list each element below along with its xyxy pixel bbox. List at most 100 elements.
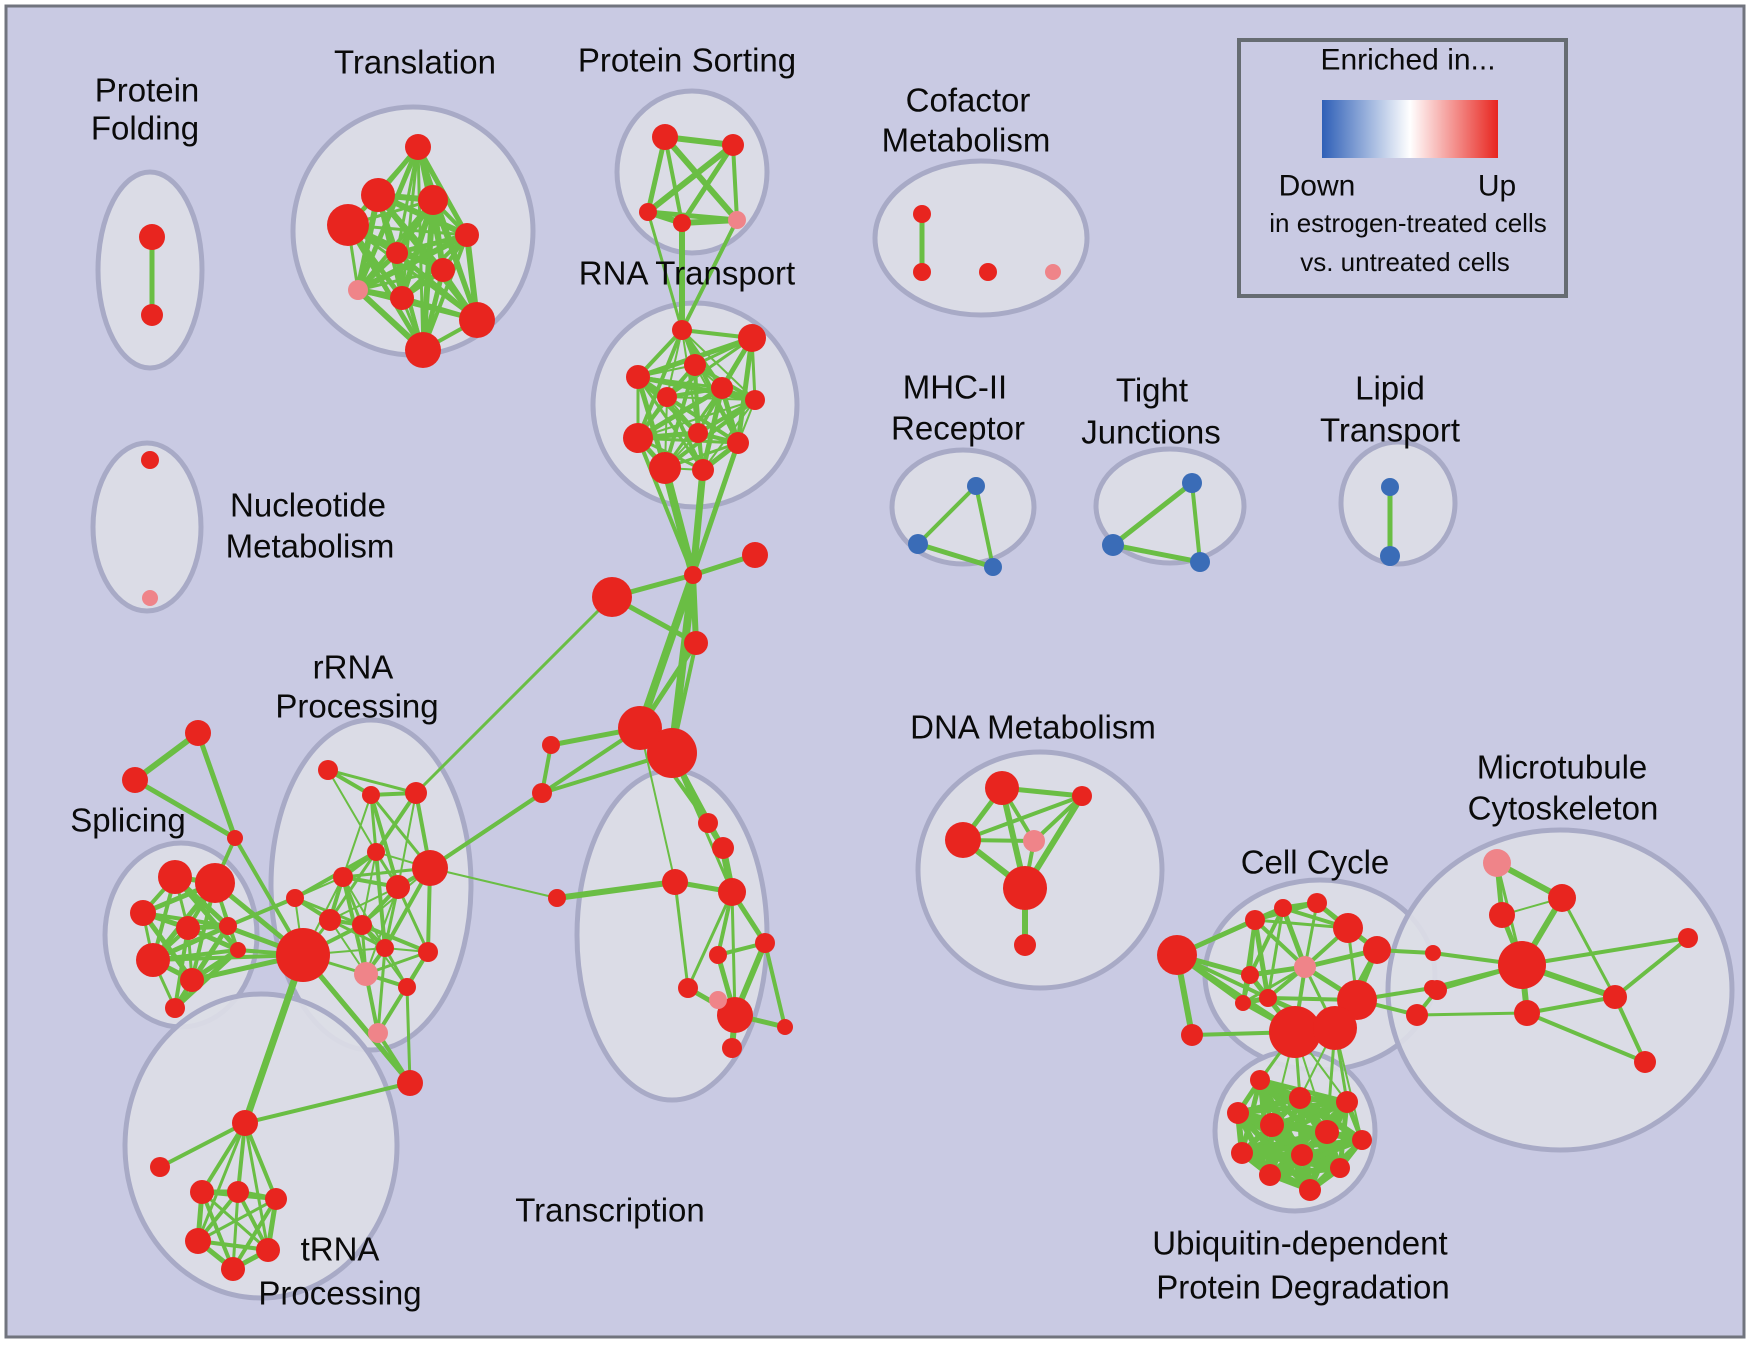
- edge: [1241, 965, 1307, 1005]
- gene-set-node: [913, 263, 931, 281]
- gene-set-node: [662, 869, 688, 895]
- edge: [342, 794, 372, 878]
- gene-set-node: [136, 943, 170, 977]
- tight-junctions-label: Junctions: [1081, 414, 1220, 451]
- edge: [680, 218, 739, 332]
- gene-set-node: [1003, 866, 1047, 910]
- gene-set-node: [1483, 849, 1511, 877]
- gene-set-node: [232, 1110, 258, 1136]
- protein-sorting-label: Protein Sorting: [578, 42, 796, 79]
- gene-set-node: [1072, 786, 1092, 806]
- edge: [554, 879, 678, 901]
- edge: [637, 399, 756, 439]
- edge: [636, 436, 740, 445]
- gene-set-node: [1231, 1142, 1253, 1164]
- mhc-ii-receptor-label: MHC-II: [903, 369, 1007, 406]
- gene-set-node: [913, 205, 931, 223]
- edge: [132, 777, 238, 841]
- gene-set-node: [1014, 934, 1036, 956]
- gene-set-node: [230, 942, 246, 958]
- gene-set-node: [1157, 935, 1197, 975]
- edge: [639, 727, 676, 883]
- edge: [915, 541, 996, 570]
- gene-set-node: [1678, 928, 1698, 948]
- gene-set-node: [431, 258, 455, 282]
- gene-set-node: [185, 1228, 211, 1254]
- edge: [700, 385, 725, 473]
- edge: [686, 890, 734, 990]
- edge: [636, 436, 695, 577]
- gene-set-node: [165, 998, 185, 1018]
- edge: [635, 385, 725, 441]
- gene-set-node: [688, 423, 708, 443]
- gene-set-node: [390, 286, 414, 310]
- cofactor-metabolism-label: Metabolism: [882, 122, 1051, 159]
- gene-set-node: [398, 978, 416, 996]
- legend-box: [1237, 38, 1568, 298]
- transcription-label: Transcription: [515, 1192, 705, 1229]
- edge: [666, 396, 756, 401]
- edge: [662, 134, 740, 223]
- edge: [374, 791, 418, 854]
- gene-set-node: [405, 782, 427, 804]
- edge: [345, 222, 426, 353]
- protein-folding-label: Protein: [95, 72, 200, 109]
- rrna-processing-label: Processing: [275, 688, 438, 725]
- gene-set-node: [1259, 1164, 1281, 1186]
- gene-set-node: [405, 332, 441, 368]
- gene-set-node: [276, 928, 330, 982]
- gene-set-node: [1241, 966, 1259, 984]
- gene-set-node: [1313, 1006, 1357, 1050]
- edge: [974, 484, 995, 569]
- gene-set-node: [455, 223, 479, 247]
- gene-set-node: [327, 204, 369, 246]
- edge: [1253, 918, 1350, 930]
- edge: [326, 768, 418, 795]
- gene-set-node: [1235, 995, 1251, 1011]
- gene-set-node: [985, 771, 1019, 805]
- gene-set-node: [1427, 980, 1447, 1000]
- gene-set-node: [678, 978, 698, 998]
- edge: [735, 335, 755, 446]
- edge: [1613, 936, 1690, 999]
- gene-set-node: [1634, 1051, 1656, 1073]
- protein-folding-label: Folding: [91, 110, 199, 147]
- cofactor-metabolism-label: Cofactor: [906, 82, 1031, 119]
- gene-set-node: [1425, 945, 1441, 961]
- edge: [645, 142, 736, 215]
- gene-set-node: [180, 968, 204, 992]
- gene-set-node: [141, 451, 159, 469]
- legend-subtitle-line1: in estrogen-treated cells: [1269, 208, 1546, 238]
- gene-set-node: [122, 767, 148, 793]
- gene-set-node: [405, 134, 431, 160]
- gene-set-node: [684, 566, 702, 584]
- lipid-transport-label: Transport: [1320, 412, 1460, 449]
- gene-set-node: [984, 558, 1002, 576]
- gene-set-node: [1380, 546, 1400, 566]
- gene-set-node: [1333, 913, 1363, 943]
- gene-set-node: [639, 203, 657, 221]
- gene-set-node: [333, 867, 353, 887]
- edge: [763, 941, 787, 1029]
- gene-set-node: [256, 1238, 280, 1262]
- gene-set-node: [728, 211, 746, 229]
- gene-set-node: [647, 728, 697, 778]
- edge: [300, 952, 413, 1086]
- gene-set-node: [718, 878, 746, 906]
- gene-set-node: [684, 631, 708, 655]
- edge: [690, 440, 741, 578]
- edge: [431, 198, 479, 322]
- gene-set-node: [1514, 1000, 1540, 1026]
- edge: [1253, 918, 1307, 969]
- gene-set-node: [1182, 473, 1202, 493]
- gene-set-node: [945, 822, 981, 858]
- gene-set-node: [684, 354, 706, 376]
- gene-set-node: [130, 900, 156, 926]
- gene-set-node: [386, 875, 410, 899]
- gene-set-node: [967, 477, 985, 495]
- gene-set-node: [548, 889, 566, 907]
- edge: [355, 144, 421, 293]
- gene-set-node: [352, 915, 372, 935]
- gene-set-node: [542, 736, 560, 754]
